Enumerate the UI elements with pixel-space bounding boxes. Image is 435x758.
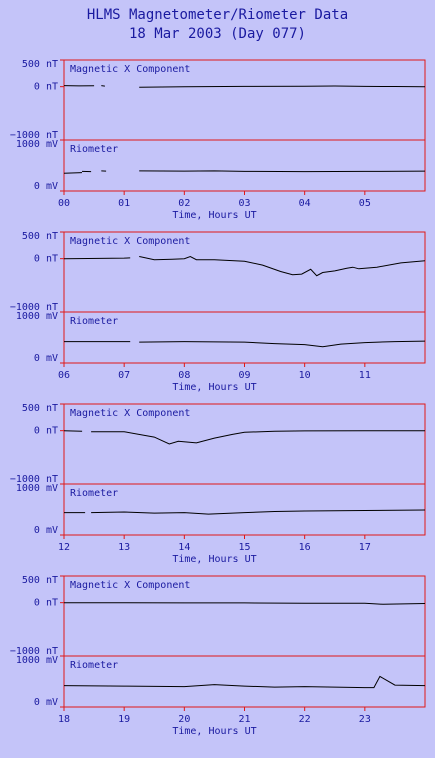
riometer-ytick-label: 0 mV bbox=[34, 697, 58, 708]
x-axis-label: Time, Hours UT bbox=[172, 382, 256, 393]
magnetometer-ytick-label: −1000 nT bbox=[10, 646, 58, 657]
magnetometer-label: Magnetic X Component bbox=[70, 408, 190, 419]
x-tick-label: 20 bbox=[178, 714, 190, 725]
riometer-ytick-label: 0 mV bbox=[34, 525, 58, 536]
hour-block-4: Magnetic X Component 500 nT 0 nT −1000 nT Ri… bbox=[10, 575, 426, 737]
x-tick-label: 10 bbox=[299, 370, 311, 381]
riometer-ytick-label: 0 mV bbox=[34, 353, 58, 364]
riometer-label: Riometer bbox=[70, 144, 118, 155]
x-tick-label: 13 bbox=[118, 542, 130, 553]
x-tick-label: 01 bbox=[118, 198, 130, 209]
hour-block-2: Magnetic X Component 500 nT 0 nT −1000 nT Ri… bbox=[10, 231, 426, 393]
riometer-ytick-label: 1000 mV bbox=[16, 655, 58, 666]
magnetometer-label: Magnetic X Component bbox=[70, 64, 190, 75]
x-tick-label: 22 bbox=[299, 714, 311, 725]
x-tick-label: 08 bbox=[178, 370, 190, 381]
magnetometer-label: Magnetic X Component bbox=[70, 580, 190, 591]
x-tick-label: 14 bbox=[178, 542, 190, 553]
magnetometer-ytick-label: 0 nT bbox=[34, 426, 58, 437]
magnetometer-ytick-label: −1000 nT bbox=[10, 302, 58, 313]
riometer-label: Riometer bbox=[70, 316, 118, 327]
x-tick-label: 02 bbox=[178, 198, 190, 209]
magnetometer-ytick-label: 500 nT bbox=[22, 231, 58, 242]
magnetometer-trace-segment bbox=[64, 602, 426, 605]
hour-block-1: Magnetic X Component 500 nT 0 nT −1000 nT Ri… bbox=[10, 59, 426, 221]
magnetometer-trace-segment bbox=[139, 85, 426, 88]
magnetometer-trace-segment bbox=[63, 430, 83, 432]
x-tick-label: 17 bbox=[359, 542, 371, 553]
x-tick-label: 15 bbox=[238, 542, 250, 553]
magnetometer-ytick-label: −1000 nT bbox=[10, 130, 58, 141]
x-tick-label: 04 bbox=[299, 198, 311, 209]
magnetometer-trace-segment bbox=[63, 257, 131, 260]
x-tick-label: 11 bbox=[359, 370, 371, 381]
riometer-ytick-label: 1000 mV bbox=[16, 483, 58, 494]
x-tick-label: 00 bbox=[58, 198, 70, 209]
title-block: HLMS Magnetometer/Riometer Data 18 Mar 2… bbox=[0, 6, 435, 44]
magnetometer-trace-segment bbox=[139, 255, 426, 277]
x-tick-label: 05 bbox=[359, 198, 371, 209]
riometer-trace-segment bbox=[139, 340, 426, 348]
riometer-label: Riometer bbox=[70, 660, 118, 671]
magnetometer-ytick-label: 0 nT bbox=[34, 598, 58, 609]
x-tick-label: 16 bbox=[299, 542, 311, 553]
magnetometer-ytick-label: 0 nT bbox=[34, 254, 58, 265]
magnetometer-trace-segment bbox=[91, 430, 425, 445]
x-axis-label: Time, Hours UT bbox=[172, 210, 256, 221]
x-tick-label: 06 bbox=[58, 370, 70, 381]
riometer-trace-segment bbox=[63, 172, 83, 174]
chart-title: HLMS Magnetometer/Riometer Data bbox=[86, 7, 349, 23]
hour-block-3: Magnetic X Component 500 nT 0 nT −1000 nT Ri… bbox=[10, 403, 426, 565]
riometer-trace-segment bbox=[63, 675, 426, 689]
riometer-label: Riometer bbox=[70, 488, 118, 499]
x-tick-label: 03 bbox=[238, 198, 250, 209]
magnetometer-ytick-label: 500 nT bbox=[22, 59, 58, 70]
x-axis-label: Time, Hours UT bbox=[172, 554, 256, 565]
magnetometer-ytick-label: −1000 nT bbox=[10, 474, 58, 485]
riometer-trace-segment bbox=[139, 170, 426, 173]
x-tick-label: 18 bbox=[58, 714, 70, 725]
riometer-ytick-label: 1000 mV bbox=[16, 139, 58, 150]
x-axis-label: Time, Hours UT bbox=[172, 726, 256, 737]
x-tick-label: 09 bbox=[238, 370, 250, 381]
magnetometer-ytick-label: 500 nT bbox=[22, 403, 58, 414]
riometer-ytick-label: 1000 mV bbox=[16, 311, 58, 322]
x-tick-label: 19 bbox=[118, 714, 130, 725]
riometer-ytick-label: 0 mV bbox=[34, 181, 58, 192]
magnetometer-ytick-label: 500 nT bbox=[22, 575, 58, 586]
x-tick-label: 23 bbox=[359, 714, 371, 725]
chart-subtitle: 18 Mar 2003 (Day 077) bbox=[128, 26, 306, 42]
magnetometer-ytick-label: 0 nT bbox=[34, 82, 58, 93]
x-tick-label: 21 bbox=[238, 714, 250, 725]
x-tick-label: 12 bbox=[58, 542, 70, 553]
riometer-trace-segment bbox=[91, 509, 426, 515]
magnetometer-trace-segment bbox=[101, 85, 105, 87]
magnetometer-label: Magnetic X Component bbox=[70, 236, 190, 247]
x-tick-label: 07 bbox=[118, 370, 130, 381]
